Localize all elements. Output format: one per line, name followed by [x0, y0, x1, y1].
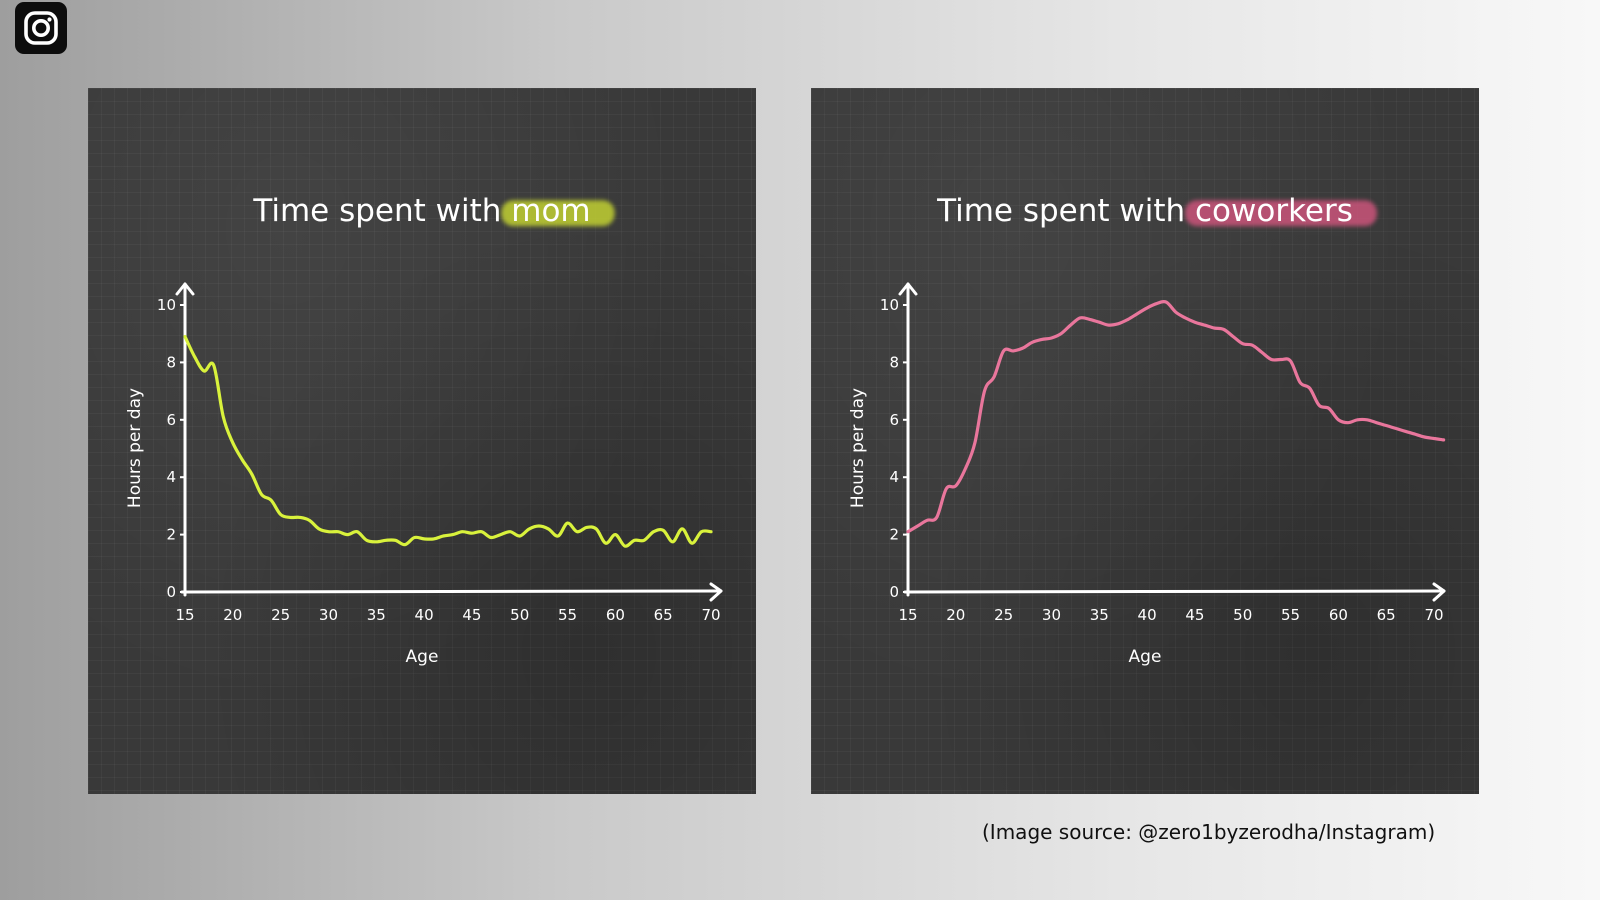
chart-title-text: Time spent with [252, 193, 511, 229]
y-tick-label: 2 [889, 526, 899, 544]
x-axis [903, 589, 1446, 594]
x-tick-label: 25 [994, 606, 1013, 624]
x-tick-label: 70 [701, 606, 720, 624]
x-axis-label: Age [406, 647, 439, 667]
x-tick-label: 40 [1138, 606, 1157, 624]
instagram-icon [15, 2, 67, 54]
x-axis-label: Age [1129, 647, 1162, 667]
title-highlight-mark [1185, 200, 1377, 227]
chart-mom: Time spent with mom 0 2 4 6 8 10 15 20 25 30 35 40 45… [125, 193, 723, 667]
x-axis-arrow [1432, 582, 1446, 602]
y-tick-label: 8 [889, 353, 899, 371]
x-tick-label: 60 [606, 606, 625, 624]
x-tick-label: 30 [319, 606, 338, 624]
y-axis-label: Hours per day [848, 388, 868, 508]
x-tick-label: 65 [654, 606, 673, 624]
x-tick-label: 50 [1233, 606, 1252, 624]
image-source-caption: (Image source: @zero1byzerodha/Instagram… [982, 820, 1436, 844]
y-tick-label: 10 [880, 296, 899, 314]
x-tick-label: 45 [1185, 606, 1204, 624]
y-tick-label: 2 [166, 526, 176, 544]
x-axis [180, 589, 723, 594]
chart-title: Time spent with coworkers [936, 193, 1353, 229]
x-tick-label: 15 [175, 606, 194, 624]
y-axis-label: Hours per day [125, 388, 145, 508]
x-tick-label: 25 [271, 606, 290, 624]
chart-title-highlight: coworkers [1195, 193, 1353, 229]
chart-title-highlight: mom [511, 193, 590, 229]
x-tick-label: 15 [898, 606, 917, 624]
x-axis-arrow [709, 582, 723, 602]
x-tick-label: 20 [946, 606, 965, 624]
y-tick-label: 6 [166, 411, 176, 429]
y-tick-label: 10 [157, 296, 176, 314]
x-tick-label: 40 [415, 606, 434, 624]
x-tick-label: 35 [1090, 606, 1109, 624]
x-tick-label: 50 [510, 606, 529, 624]
y-tick-label: 8 [166, 353, 176, 371]
x-tick-label: 60 [1329, 606, 1348, 624]
x-tick-label: 55 [1281, 606, 1300, 624]
y-tick-label: 0 [166, 583, 176, 601]
x-tick-label: 70 [1424, 606, 1443, 624]
x-tick-label: 55 [558, 606, 577, 624]
chart-coworkers: Time spent with coworkers 0 2 4 6 8 10 15 20 25 30… [848, 193, 1446, 667]
chart-title-text: Time spent with [936, 193, 1195, 229]
x-tick-label: 45 [462, 606, 481, 624]
y-tick-label: 4 [889, 468, 899, 486]
series-line [183, 335, 713, 548]
x-tick-label: 20 [223, 606, 242, 624]
y-axis-arrow [175, 282, 195, 296]
chart-panel-coworkers: Time spent with coworkers 0 2 4 6 8 10 15 20 25 30… [811, 88, 1479, 794]
series-line [906, 300, 1446, 534]
y-tick-label: 4 [166, 468, 176, 486]
y-axis-arrow [898, 282, 918, 296]
chart-title: Time spent with mom [252, 193, 590, 229]
x-tick-label: 65 [1377, 606, 1396, 624]
chart-panel-mom: Time spent with mom 0 2 4 6 8 10 15 20 25 30 35 40 45… [88, 88, 756, 794]
y-tick-label: 6 [889, 411, 899, 429]
x-tick-label: 35 [367, 606, 386, 624]
title-highlight-mark [501, 200, 615, 227]
y-tick-label: 0 [889, 583, 899, 601]
x-tick-label: 30 [1042, 606, 1061, 624]
